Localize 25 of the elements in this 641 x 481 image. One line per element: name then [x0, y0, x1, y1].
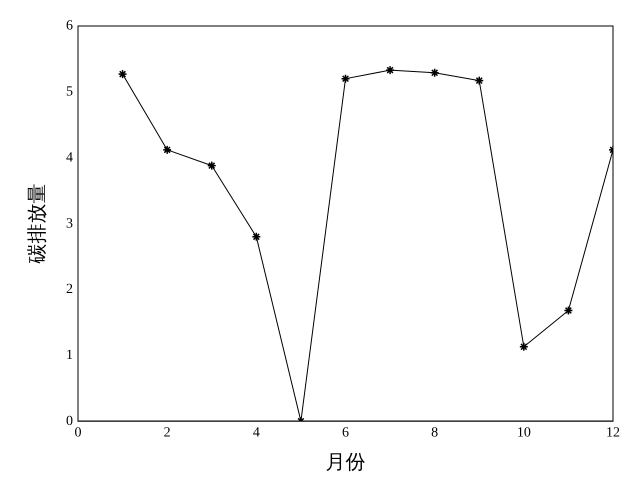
x-tick-label: 2: [164, 425, 171, 440]
point: [118, 69, 128, 79]
point: [564, 306, 574, 316]
y-tick-label: 6: [66, 18, 73, 34]
x-tick-label: 12: [606, 425, 620, 440]
point: [474, 76, 484, 86]
x-tick-label: 4: [252, 425, 260, 440]
y-tick-label: 1: [66, 348, 73, 364]
point: [340, 74, 350, 84]
x-axis-title: 月份: [326, 451, 366, 474]
point: [430, 68, 440, 78]
point: [252, 232, 262, 242]
y-axis-title: 碳排放量: [26, 184, 48, 265]
point: [385, 65, 395, 75]
point: [162, 145, 172, 155]
x-tick-label: 8: [431, 425, 438, 440]
y-tick-label: 2: [66, 282, 73, 298]
point: [519, 342, 529, 352]
x-tick-label: 10: [516, 425, 531, 440]
point: [207, 160, 216, 170]
x-tick-label: 6: [342, 425, 349, 440]
y-tick-label: 5: [66, 84, 73, 100]
y-tick-label: 3: [66, 216, 73, 232]
y-tick-label: 0: [66, 414, 73, 429]
y-tick-label: 4: [66, 150, 73, 166]
